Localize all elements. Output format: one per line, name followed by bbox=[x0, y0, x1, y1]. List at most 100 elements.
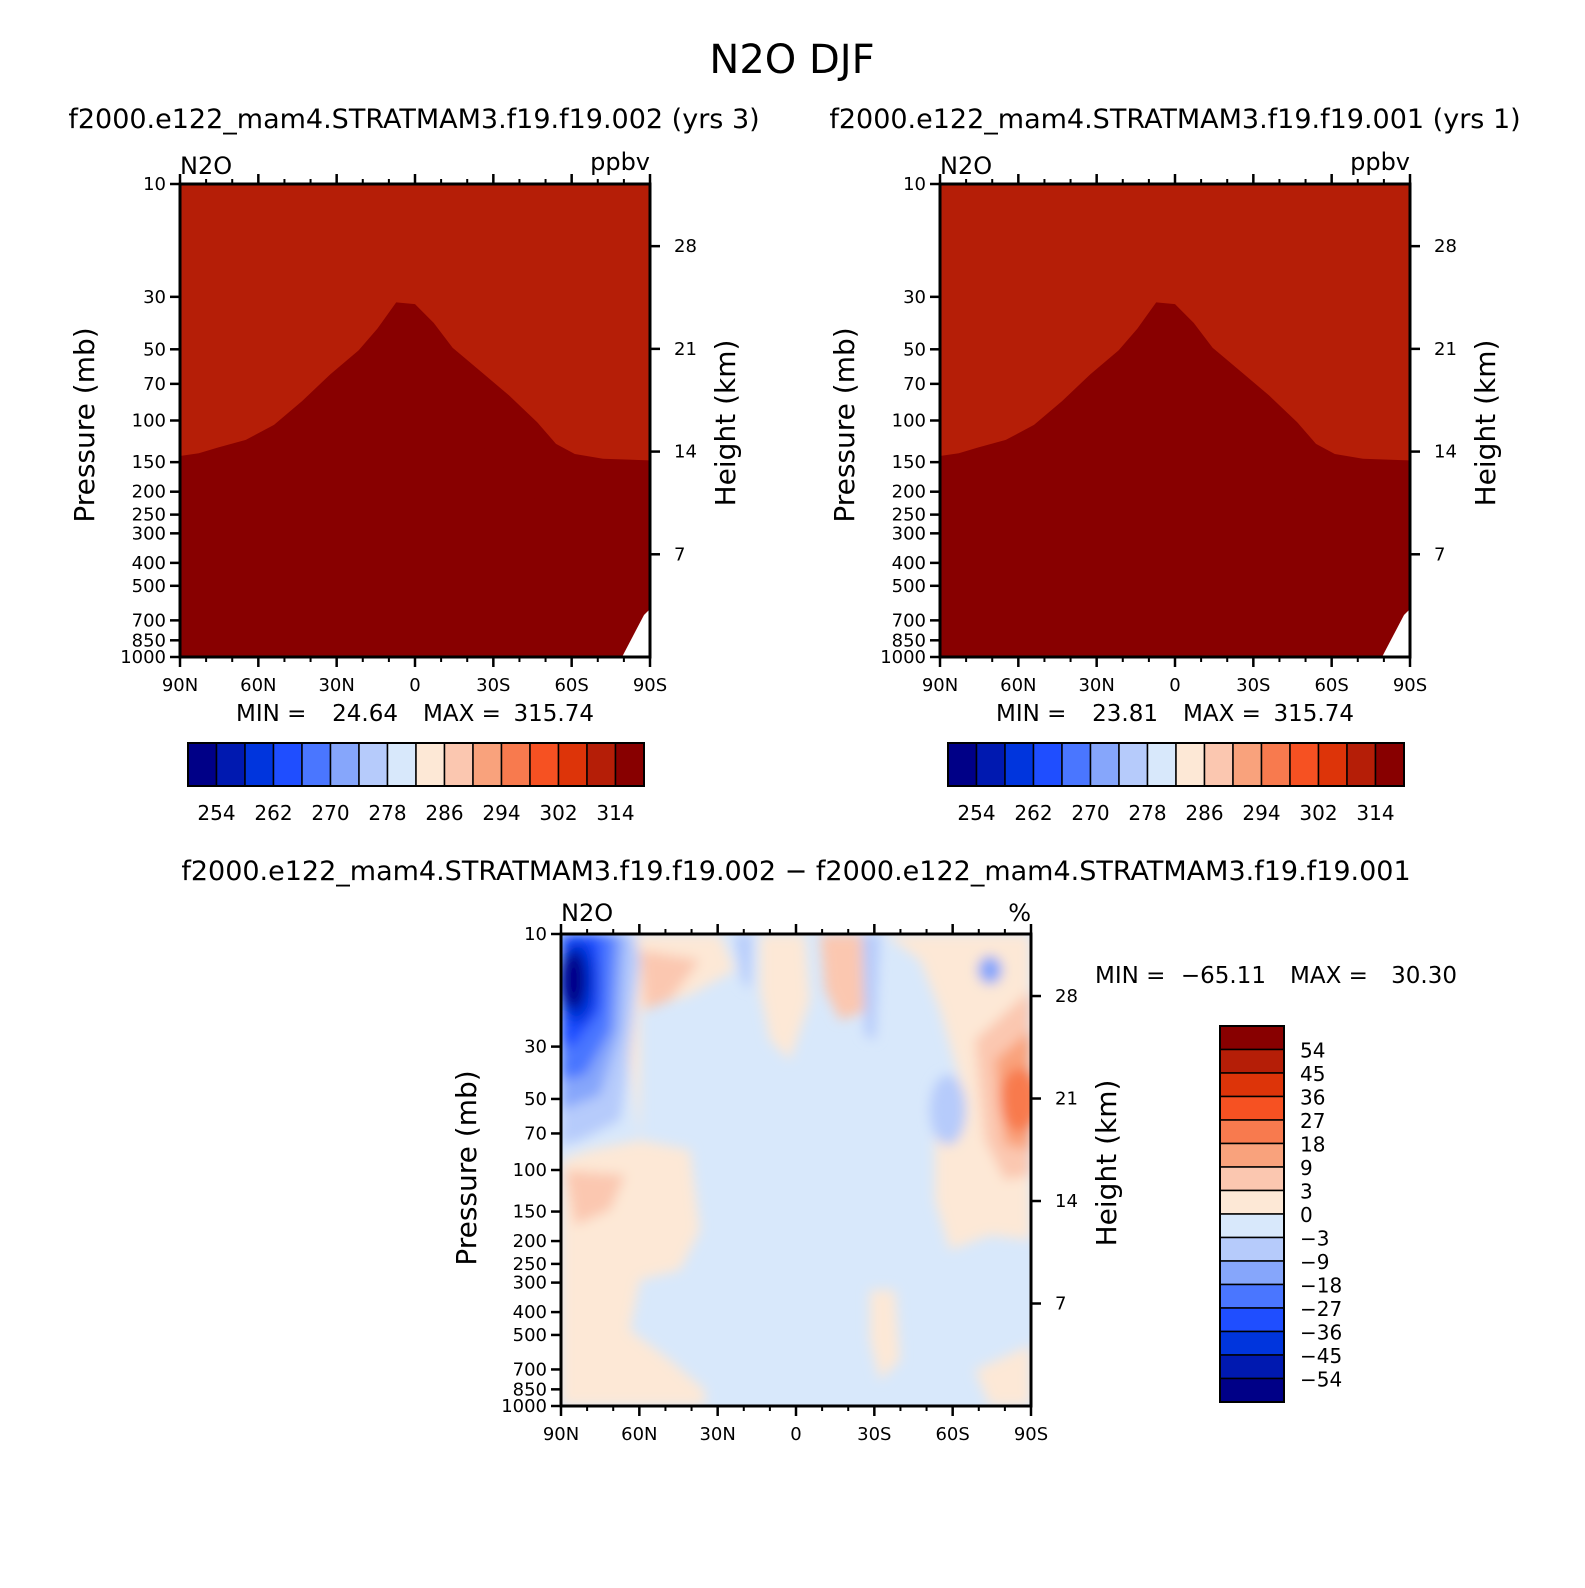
panel-3-colorbar-swatch bbox=[1219, 1119, 1285, 1145]
panel-2-ytick-label: 10 bbox=[903, 174, 926, 195]
panel-1-ytick-label: 300 bbox=[132, 523, 166, 544]
panel-1-min-label: MIN = bbox=[236, 701, 306, 727]
panel-3-colorbar-swatch bbox=[1219, 1142, 1285, 1168]
panel-1-ytick-label: 10 bbox=[143, 174, 166, 195]
panel-2-min-label: MIN = bbox=[996, 701, 1066, 727]
panel-1: f2000.e122_mam4.STRATMAM3.f19.f19.002 (y… bbox=[68, 104, 760, 825]
panel-3-colorbar-label: 45 bbox=[1300, 1062, 1325, 1086]
panel-1-colorbar-swatch bbox=[272, 742, 303, 787]
panel-2-ytick-label: 850 bbox=[892, 630, 926, 651]
panel-2-colorbar-swatch bbox=[1032, 742, 1063, 787]
panel-1-y2tick-label: 7 bbox=[674, 544, 685, 565]
panel-1-xtick-label: 90N bbox=[162, 675, 198, 696]
panel-2-ytick-label: 700 bbox=[892, 610, 926, 631]
panel-2-colorbar-swatch bbox=[1317, 742, 1348, 787]
panel-1-y2label: Height (km) bbox=[709, 340, 742, 507]
panel-3-ytick-label: 850 bbox=[513, 1379, 547, 1400]
panel-2-colorbar-swatch bbox=[1203, 742, 1234, 787]
panel-2-colorbar-swatch bbox=[1175, 742, 1206, 787]
panel-1-xtick-label: 0 bbox=[409, 675, 420, 696]
panel-3-colorbar-swatch bbox=[1219, 1377, 1285, 1403]
panel-1-colorbar-swatch bbox=[500, 742, 531, 787]
panel-1-colorbar-frame bbox=[187, 742, 645, 787]
panel-2-max-value: 315.74 bbox=[1274, 701, 1354, 727]
panel-1-field bbox=[180, 184, 650, 657]
panel-3-y2tick-label: 14 bbox=[1055, 1191, 1078, 1212]
panel-3-ytick-label: 500 bbox=[513, 1325, 547, 1346]
panel-3-colorbar-label: 54 bbox=[1300, 1039, 1325, 1063]
panel-2-ytick-label: 30 bbox=[903, 287, 926, 308]
panel-1-ytick-label: 150 bbox=[132, 452, 166, 473]
panel-3-ytick-label: 300 bbox=[513, 1273, 547, 1294]
panel-2-colorbar-label: 302 bbox=[1299, 801, 1337, 825]
panel-3-colorbar-label: 18 bbox=[1300, 1133, 1325, 1157]
panel-1-title: f2000.e122_mam4.STRATMAM3.f19.f19.002 (y… bbox=[68, 104, 759, 135]
panel-2-xtick-label: 0 bbox=[1169, 675, 1180, 696]
panel-1-ytick-label: 200 bbox=[132, 482, 166, 503]
panel-2-colorbar-swatch bbox=[1260, 742, 1291, 787]
panel-2-xtick-label: 90N bbox=[922, 675, 958, 696]
panel-3-colorbar-swatch bbox=[1219, 1166, 1285, 1192]
panel-3-colorbar-swatch bbox=[1219, 1354, 1285, 1380]
panel-3-ytick-label: 100 bbox=[513, 1160, 547, 1181]
panel-1-colorbar-swatch bbox=[472, 742, 503, 787]
panel-1-colorbar-swatch bbox=[244, 742, 275, 787]
panel-1-colorbar-swatch bbox=[443, 742, 474, 787]
panel-2-colorbar-swatch bbox=[975, 742, 1006, 787]
panel-1-units: ppbv bbox=[590, 148, 650, 176]
panel-3-y2tick-label: 28 bbox=[1055, 986, 1078, 1007]
panel-2-ytick-label: 100 bbox=[892, 411, 926, 432]
panel-3-colorbar-swatch bbox=[1219, 1236, 1285, 1262]
panel-2-ytick-label: 500 bbox=[892, 576, 926, 597]
panel-1-ytick-label: 250 bbox=[132, 505, 166, 526]
panel-1-ytick-label: 70 bbox=[143, 374, 166, 395]
panel-3-colorbar-swatch bbox=[1219, 1072, 1285, 1098]
panel-3-colorbar-swatch bbox=[1219, 1095, 1285, 1121]
panel-2-xtick-label: 30S bbox=[1236, 675, 1270, 696]
panel-1-colorbar-swatch bbox=[529, 742, 560, 787]
panel-1-ylabel: Pressure (mb) bbox=[68, 327, 101, 522]
panel-1-xtick-label: 60S bbox=[554, 675, 588, 696]
panel-1-colorbar-label: 302 bbox=[539, 801, 577, 825]
panel-3: f2000.e122_mam4.STRATMAM3.f19.f19.002 − … bbox=[181, 856, 1457, 1445]
panel-2-colorbar-swatch bbox=[1232, 742, 1263, 787]
panel-3-max-value: 30.30 bbox=[1391, 963, 1457, 989]
panel-3-colorbar-label: 0 bbox=[1300, 1203, 1313, 1227]
panel-3-colorbar-label: 36 bbox=[1300, 1086, 1325, 1110]
panel-2-colorbar-label: 286 bbox=[1185, 801, 1223, 825]
panel-2-colorbar-swatch bbox=[1118, 742, 1149, 787]
panel-2-colorbar-swatch bbox=[1004, 742, 1035, 787]
panel-3-ytick-label: 150 bbox=[513, 1202, 547, 1223]
panel-1-colorbar-swatch bbox=[187, 742, 218, 787]
panel-2-xtick-label: 90S bbox=[1393, 675, 1427, 696]
panel-1-colorbar-swatch bbox=[215, 742, 246, 787]
panel-3-colorbar-swatch bbox=[1219, 1307, 1285, 1333]
panel-2-ylabel: Pressure (mb) bbox=[828, 327, 861, 522]
panel-2-title: f2000.e122_mam4.STRATMAM3.f19.f19.001 (y… bbox=[829, 104, 1520, 135]
panel-2-colorbar-swatch bbox=[1374, 742, 1405, 787]
panel-3-colorbar-swatch bbox=[1219, 1025, 1285, 1051]
panel-1-ytick-label: 50 bbox=[143, 339, 166, 360]
panel-3-colorbar-swatch bbox=[1219, 1189, 1285, 1215]
panel-1-colorbar-swatch bbox=[358, 742, 389, 787]
panel-1-colorbar-swatch bbox=[557, 742, 588, 787]
panel-2-colorbar-swatch bbox=[1089, 742, 1120, 787]
panel-2-ytick-label: 70 bbox=[903, 374, 926, 395]
panel-2-ytick-label: 1000 bbox=[880, 647, 926, 668]
panel-2-y2label: Height (km) bbox=[1469, 340, 1502, 507]
panel-2-units: ppbv bbox=[1350, 148, 1410, 176]
panel-1-ytick-label: 700 bbox=[132, 610, 166, 631]
panel-2-colorbar-label: 294 bbox=[1242, 801, 1280, 825]
panel-3-colorbar-label: 27 bbox=[1300, 1109, 1325, 1133]
figure-title: N2O DJF bbox=[709, 37, 874, 83]
panel-3-colorbar-label: 9 bbox=[1300, 1156, 1313, 1180]
panel-3-y2label: Height (km) bbox=[1090, 1080, 1123, 1247]
panel-1-colorbar-label: 286 bbox=[425, 801, 463, 825]
panel-3-max-label: MAX = bbox=[1290, 963, 1368, 989]
panel-3-xtick-label: 90S bbox=[1014, 1424, 1048, 1445]
panel-1-colorbar-swatch bbox=[329, 742, 360, 787]
panel-2-ytick-label: 400 bbox=[892, 553, 926, 574]
panel-3-xtick-label: 60N bbox=[621, 1424, 657, 1445]
panel-2-y2tick-label: 21 bbox=[1434, 339, 1457, 360]
panel-2-colorbar-label: 262 bbox=[1014, 801, 1052, 825]
